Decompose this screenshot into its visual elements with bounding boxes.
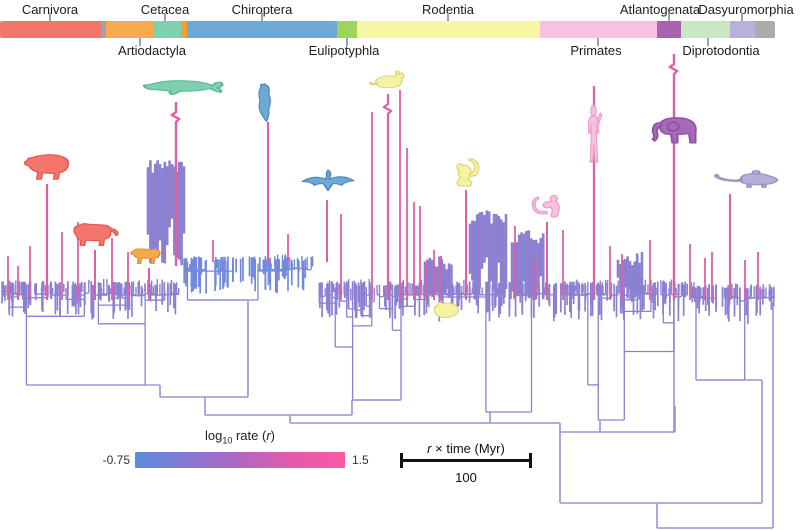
lemur-silhouette (531, 194, 560, 218)
lion-silhouette (73, 223, 119, 247)
order-segment-atlantogenata (657, 21, 681, 38)
clade-marsupials (690, 282, 775, 503)
legend-title-sub: 10 (222, 435, 233, 446)
bat-perched-silhouette (258, 83, 271, 123)
whale-silhouette (142, 80, 224, 95)
rate-shift-masses (146, 160, 644, 300)
order-tick (741, 13, 743, 21)
order-label-eulipotyphla: Eulipotyphla (308, 43, 380, 58)
legend-title: log10 rate (r) (140, 428, 340, 446)
order-segment-artiodactyla (106, 21, 153, 38)
order-label-carnivora: Carnivora (21, 2, 79, 17)
order-segment-diprotodontia (681, 21, 730, 38)
deep-backbone (160, 300, 774, 529)
squirrel-silhouette (456, 158, 480, 187)
order-label-atlantogenata: Atlantogenata (619, 2, 701, 17)
order-label-rodentia: Rodentia (421, 2, 475, 17)
order-label-chiroptera: Chiroptera (231, 2, 293, 17)
order-tick (668, 13, 670, 21)
colorbar-gradient (135, 452, 345, 468)
order-tick (707, 38, 709, 46)
order-label-dasyuromorphia: Dasyuromorphia (698, 2, 794, 17)
mouse-silhouette (369, 70, 405, 89)
elephant-silhouette (651, 117, 697, 144)
legend-title-mid: rate ( (232, 428, 267, 443)
clade-rodentia-east (433, 279, 558, 423)
order-segment-carnivora (0, 21, 101, 38)
order-segment-minor-gray-2 (755, 21, 775, 38)
order-segment-primates (540, 21, 657, 38)
scale-bar-line (400, 459, 532, 462)
scale-bar-value: 100 (455, 470, 477, 485)
order-tick (346, 38, 348, 46)
order-segment-chiroptera (187, 21, 337, 38)
order-segment-minor-gray-1 (101, 21, 106, 38)
order-segment-minor-orange (181, 21, 187, 38)
scale-bar-label-rest: × time (Myr) (431, 441, 505, 456)
bear-silhouette (23, 154, 70, 180)
legend-title-post: ) (270, 428, 276, 443)
order-label-artiodactyla: Artiodactyla (118, 43, 186, 58)
legend-title-r: r (266, 428, 271, 443)
order-tick (261, 13, 263, 21)
order-segment-eulipotyphla (337, 21, 357, 38)
order-tick (164, 13, 166, 21)
cow-silhouette (130, 248, 161, 264)
scale-bar-label: r × time (Myr) (386, 441, 546, 456)
scale-bar-label-r: r (427, 441, 432, 456)
order-label-cetacea: Cetacea (140, 2, 190, 17)
legend-title-log: log (204, 428, 223, 443)
human-silhouette (587, 104, 603, 163)
order-tick (49, 13, 51, 21)
rat-silhouette (714, 170, 779, 188)
order-tick (447, 13, 449, 21)
order-segment-rodentia (357, 21, 540, 38)
bat-flying-silhouette (301, 169, 355, 192)
order-label-diprotodontia: Diprotodontia (682, 43, 760, 58)
clade-primates-atlantogenata (560, 279, 689, 432)
order-segment-dasyuromorphia (730, 21, 755, 38)
order-tick (597, 38, 599, 46)
scale-bar-right-cap (529, 453, 532, 468)
long-branch-lines (7, 54, 759, 300)
order-tick (139, 38, 141, 46)
clade-rodentia-west (318, 279, 430, 415)
colorbar-min-label: -0.75 (102, 453, 130, 467)
clade-chiroptera (183, 254, 314, 397)
hamster-silhouette (433, 301, 459, 318)
order-label-primates: Primates (570, 43, 622, 58)
clade-laurasiatheria (1, 279, 180, 397)
order-segment-cetacea (153, 21, 181, 38)
colorbar-max-label: 1.5 (352, 453, 369, 467)
order-color-bar (0, 21, 775, 38)
